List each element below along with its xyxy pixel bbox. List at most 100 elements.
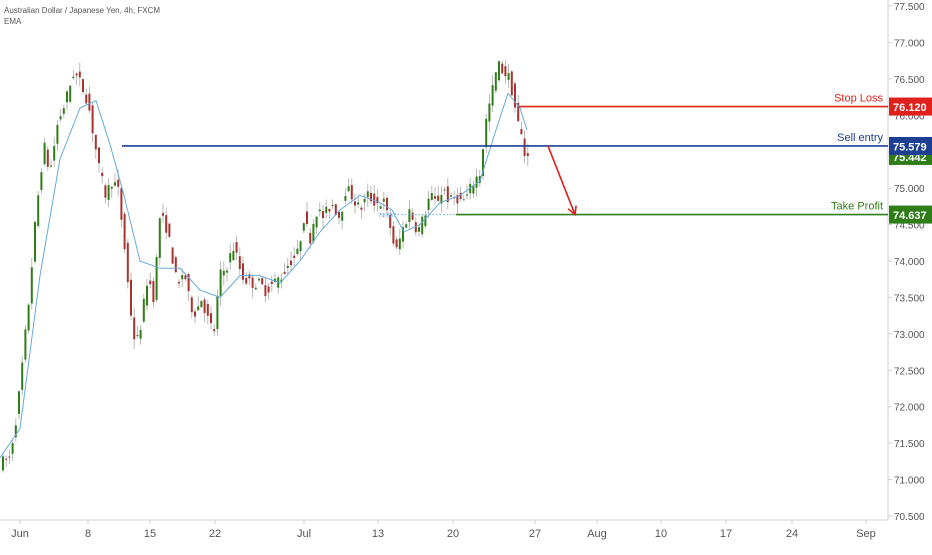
candle-body xyxy=(510,71,513,96)
candle-body xyxy=(312,223,315,242)
candle-body xyxy=(226,270,228,273)
candle-body xyxy=(107,185,110,200)
candle-body xyxy=(514,83,516,108)
candle-body xyxy=(98,147,100,164)
candle-body xyxy=(309,232,312,244)
candle-body xyxy=(78,71,81,78)
indicator-label: EMA xyxy=(4,17,22,26)
candle-body xyxy=(21,362,24,390)
take-profit-price-label: 74.637 xyxy=(893,210,927,222)
candle-body xyxy=(14,425,17,438)
y-tick-label: 76.000 xyxy=(894,111,925,122)
candle-body xyxy=(229,253,232,263)
candle-body xyxy=(488,103,491,122)
candle-body xyxy=(360,207,363,210)
candle-body xyxy=(498,61,500,81)
y-tick-label: 74.000 xyxy=(894,257,925,268)
candles xyxy=(2,59,529,473)
sell-entry-price-label: 75.579 xyxy=(893,141,927,153)
candle-body xyxy=(82,79,84,93)
candle-body xyxy=(318,209,321,212)
candle-body xyxy=(315,216,318,228)
candle-body xyxy=(30,267,33,304)
candle-body xyxy=(37,195,40,226)
x-tick-label: 15 xyxy=(144,528,156,540)
candle-body xyxy=(472,185,475,194)
sell-entry-price-box xyxy=(889,136,932,155)
candle-body xyxy=(344,196,347,201)
candle-body xyxy=(350,185,353,200)
candle-body xyxy=(402,227,404,242)
candle-body xyxy=(197,306,200,311)
candle-body xyxy=(254,287,257,290)
trade-arrow-head xyxy=(567,205,577,217)
candle-body xyxy=(414,222,417,233)
candle-body xyxy=(34,221,36,262)
candle-body xyxy=(296,248,299,255)
candle-body xyxy=(264,285,267,297)
stop-loss-price-label: 76.120 xyxy=(893,102,927,114)
candle-body xyxy=(59,116,62,120)
candle-body xyxy=(302,223,305,231)
y-tick-label: 73.500 xyxy=(894,293,925,304)
x-tick-label: 13 xyxy=(372,528,384,540)
y-tick-label: 71.000 xyxy=(894,476,925,487)
candle-body xyxy=(274,278,276,283)
candle-body xyxy=(123,213,126,250)
candle-body xyxy=(466,194,468,196)
candle-body xyxy=(398,238,401,250)
candle-body xyxy=(283,271,286,274)
candle-body xyxy=(437,195,440,202)
candle-body xyxy=(261,278,264,285)
candle-body xyxy=(146,285,148,306)
candle-body xyxy=(341,211,344,221)
candle-body xyxy=(85,94,88,104)
y-tick-label: 74.500 xyxy=(894,221,925,232)
candle-body xyxy=(210,313,212,324)
candle-body xyxy=(363,198,366,203)
candle-body xyxy=(190,297,193,313)
x-tick-label: 8 xyxy=(85,528,91,540)
candle-body xyxy=(427,198,430,211)
candle-body xyxy=(2,456,4,471)
candle-body xyxy=(245,278,248,284)
candle-body xyxy=(418,227,420,232)
candle-body xyxy=(114,182,116,186)
candle-body xyxy=(421,216,424,235)
candle-body xyxy=(354,201,356,206)
candle-body xyxy=(357,202,360,205)
candle-body xyxy=(27,304,30,331)
candle-body xyxy=(450,195,452,197)
candle-body xyxy=(523,138,526,157)
candle-body xyxy=(216,295,219,330)
candle-body xyxy=(222,270,225,276)
candle-body xyxy=(373,193,376,206)
candle-body xyxy=(293,255,296,258)
candle-body xyxy=(430,193,433,200)
candle-body xyxy=(347,186,350,192)
candle-body xyxy=(270,281,273,285)
y-tick-label: 77.000 xyxy=(894,38,925,49)
candle-body xyxy=(120,188,123,220)
candle-body xyxy=(494,72,497,91)
candle-body xyxy=(440,195,443,204)
candle-body xyxy=(306,211,308,225)
candle-body xyxy=(158,218,161,258)
candle-body xyxy=(165,215,168,233)
candle-body xyxy=(370,192,372,202)
candle-body xyxy=(8,456,11,458)
x-tick-label: Jun xyxy=(11,528,29,540)
candle-body xyxy=(126,242,129,283)
x-tick-label: Jul xyxy=(297,528,311,540)
y-tick-label: 75.000 xyxy=(894,184,925,195)
candle-body xyxy=(386,197,388,211)
candle-body xyxy=(328,208,331,212)
candle-body xyxy=(299,241,302,252)
candle-body xyxy=(56,124,59,144)
candle-body xyxy=(206,303,209,316)
candle-body xyxy=(411,212,414,220)
candle-body xyxy=(110,186,113,189)
candle-body xyxy=(43,142,46,165)
candle-body xyxy=(200,300,203,308)
candle-body xyxy=(187,273,190,292)
